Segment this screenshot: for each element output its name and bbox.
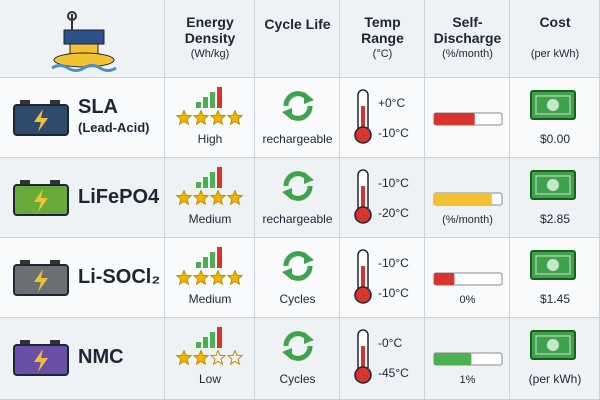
cash-icon — [530, 170, 576, 200]
thermometer-icon — [354, 249, 372, 304]
density-label: Medium — [188, 292, 232, 306]
battery-name: Li-SOCl₂ — [78, 266, 161, 288]
battery-name: LiFePO4 — [78, 186, 160, 208]
table-cell — [340, 238, 425, 318]
battery-icon — [13, 180, 69, 216]
discharge-bar — [433, 352, 503, 366]
density-bars-icon — [196, 327, 222, 348]
header-cell — [255, 0, 340, 78]
table-cell — [340, 158, 425, 238]
temp-low: -10°C — [378, 126, 409, 140]
cycle-label: Cycles — [279, 372, 316, 386]
temp-low: -45°C — [378, 366, 409, 380]
cycle-icon — [282, 171, 314, 201]
density-label: Medium — [188, 212, 232, 226]
cycle-icon — [282, 91, 314, 121]
header-title: Self-Discharge — [433, 14, 502, 46]
header-title: Cost — [539, 14, 571, 30]
thermometer-icon — [354, 169, 372, 224]
header-title: Cycle Life — [264, 16, 331, 32]
temp-high: -0°C — [378, 336, 403, 350]
battery-subname: (Lead-Acid) — [78, 120, 150, 135]
temp-low: -20°C — [378, 206, 409, 220]
density-bars-icon — [196, 167, 222, 188]
star-rating — [176, 190, 244, 206]
header-title: Temp Range — [361, 14, 404, 46]
discharge-bar — [433, 112, 503, 126]
discharge-fill — [434, 353, 472, 365]
star-rating — [176, 350, 244, 366]
battery-icon — [13, 260, 69, 296]
discharge-bar — [433, 272, 503, 286]
header-cell — [0, 0, 165, 78]
header-unit: (per kWh) — [530, 48, 580, 60]
density-bars-icon — [196, 87, 222, 108]
battery-icon — [13, 100, 69, 136]
temp-high: -10°C — [378, 256, 409, 270]
cost-label: $1.45 — [539, 292, 571, 306]
discharge-bar — [433, 192, 503, 206]
star-rating — [176, 270, 244, 286]
cost-label: (per kWh) — [528, 372, 582, 386]
density-bars-icon — [196, 247, 222, 268]
discharge-label: 0% — [459, 294, 476, 306]
cycle-label: Cycles — [279, 292, 316, 306]
header-cell — [340, 0, 425, 78]
density-label: High — [197, 132, 223, 146]
header-cell — [510, 0, 600, 78]
discharge-fill — [434, 193, 492, 205]
cycle-icon — [282, 251, 314, 281]
table-cell — [165, 318, 255, 400]
temp-high: +0°C — [378, 96, 406, 110]
temp-low: -10°C — [378, 286, 409, 300]
battery-name: SLA — [78, 96, 118, 118]
cash-icon — [530, 90, 576, 120]
discharge-label: 1% — [459, 374, 476, 386]
header-cell — [165, 0, 255, 78]
header-unit: (Wh/kg) — [190, 48, 230, 60]
discharge-fill — [434, 113, 475, 125]
discharge-label: (%/month) — [442, 214, 493, 226]
cost-label: $2.85 — [539, 212, 571, 226]
thermometer-icon — [354, 89, 372, 144]
cost-label: $0.00 — [539, 132, 571, 146]
cycle-label: rechargeable — [262, 132, 333, 146]
cycle-label: rechargeable — [262, 212, 333, 226]
star-rating — [176, 110, 244, 126]
cash-icon — [530, 330, 576, 360]
header-unit: (%/month) — [442, 48, 493, 60]
density-label: Low — [198, 372, 221, 386]
battery-name: NMC — [78, 346, 124, 368]
thermometer-icon — [354, 329, 372, 384]
cycle-icon — [282, 331, 314, 361]
header-title: Energy Density — [184, 14, 236, 46]
battery-icon — [13, 340, 69, 376]
header-unit: (°C) — [372, 48, 393, 60]
buoy-icon — [51, 11, 117, 72]
temp-high: -10°C — [378, 176, 409, 190]
table-cell — [340, 78, 425, 158]
header-cell — [425, 0, 510, 78]
cash-icon — [530, 250, 576, 280]
discharge-fill — [434, 273, 455, 285]
